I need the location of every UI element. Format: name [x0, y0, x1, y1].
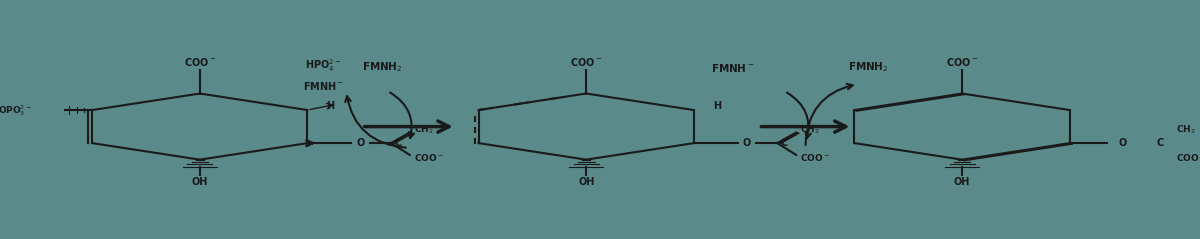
- Text: FMNH$_2$: FMNH$_2$: [848, 61, 888, 74]
- Text: COO$^-$: COO$^-$: [1176, 152, 1200, 163]
- Text: FMNH$_2$: FMNH$_2$: [362, 61, 403, 74]
- Text: COO$^-$: COO$^-$: [184, 55, 216, 68]
- Text: OPO$_3^{2-}$: OPO$_3^{2-}$: [0, 103, 31, 118]
- Text: H: H: [713, 101, 721, 111]
- Text: O: O: [1118, 138, 1127, 148]
- Text: COO$^-$: COO$^-$: [570, 55, 602, 68]
- Text: H: H: [326, 101, 335, 111]
- Text: C: C: [394, 138, 401, 148]
- Text: OH: OH: [954, 177, 971, 187]
- Text: CH$_2$: CH$_2$: [1176, 124, 1196, 136]
- Text: COO$^-$: COO$^-$: [414, 152, 444, 163]
- Text: COO$^-$: COO$^-$: [946, 55, 978, 68]
- Text: COO$^-$: COO$^-$: [800, 152, 830, 163]
- Text: FMNH$^-$: FMNH$^-$: [710, 61, 754, 74]
- Text: O: O: [356, 138, 365, 148]
- Text: C: C: [780, 138, 787, 148]
- Text: OH: OH: [192, 177, 208, 187]
- Text: O: O: [743, 138, 751, 148]
- Text: HPO$_4^{2-}$: HPO$_4^{2-}$: [305, 57, 341, 74]
- Text: CH$_2$: CH$_2$: [800, 124, 820, 136]
- Text: CH$_2$: CH$_2$: [414, 124, 433, 136]
- Text: OH: OH: [578, 177, 594, 187]
- Text: C: C: [1157, 138, 1164, 148]
- Text: FMNH$^-$: FMNH$^-$: [302, 81, 343, 92]
